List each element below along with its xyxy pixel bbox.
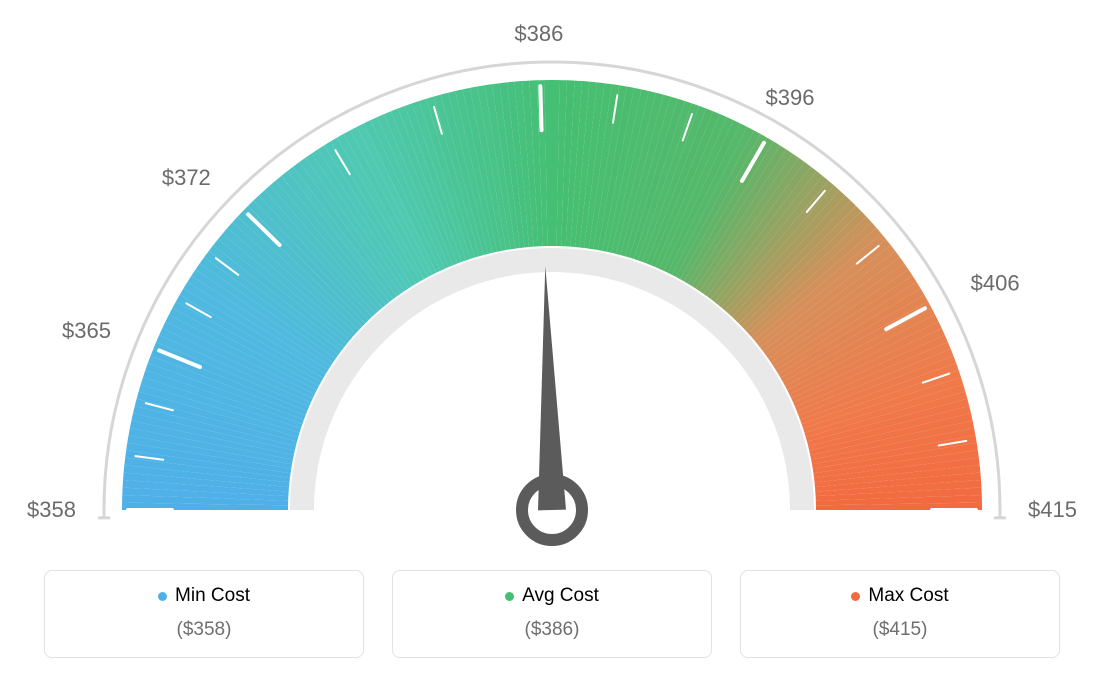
- legend-card-min: Min Cost ($358): [44, 570, 364, 658]
- gauge-tick-label: $406: [971, 270, 1020, 295]
- legend-title-avg: Avg Cost: [505, 585, 599, 607]
- legend-value-avg: ($386): [403, 619, 701, 641]
- legend-dot-max: [851, 592, 860, 601]
- gauge-tick-label: $358: [27, 497, 76, 522]
- legend-title-max-text: Max Cost: [868, 585, 948, 607]
- gauge-needle: [538, 266, 566, 510]
- legend-title-min: Min Cost: [158, 585, 250, 607]
- gauge-svg: $358 $365 $372 $386 $396 $406 $415: [0, 0, 1104, 560]
- legend-dot-min: [158, 592, 167, 601]
- gauge-tick-label: $415: [1028, 497, 1077, 522]
- legend-row: Min Cost ($358) Avg Cost ($386) Max Cost…: [0, 570, 1104, 658]
- legend-dot-avg: [505, 592, 514, 601]
- legend-title-min-text: Min Cost: [175, 585, 250, 607]
- legend-card-max: Max Cost ($415): [740, 570, 1060, 658]
- gauge-tick-label: $386: [514, 21, 563, 46]
- gauge-tick-label: $396: [766, 85, 815, 110]
- legend-card-avg: Avg Cost ($386): [392, 570, 712, 658]
- gauge-tick-label: $365: [62, 318, 111, 343]
- legend-value-max: ($415): [751, 619, 1049, 641]
- legend-title-avg-text: Avg Cost: [522, 585, 599, 607]
- legend-value-min: ($358): [55, 619, 353, 641]
- legend-title-max: Max Cost: [851, 585, 948, 607]
- gauge-chart: $358 $365 $372 $386 $396 $406 $415: [0, 0, 1104, 560]
- gauge-tick-label: $372: [162, 165, 211, 190]
